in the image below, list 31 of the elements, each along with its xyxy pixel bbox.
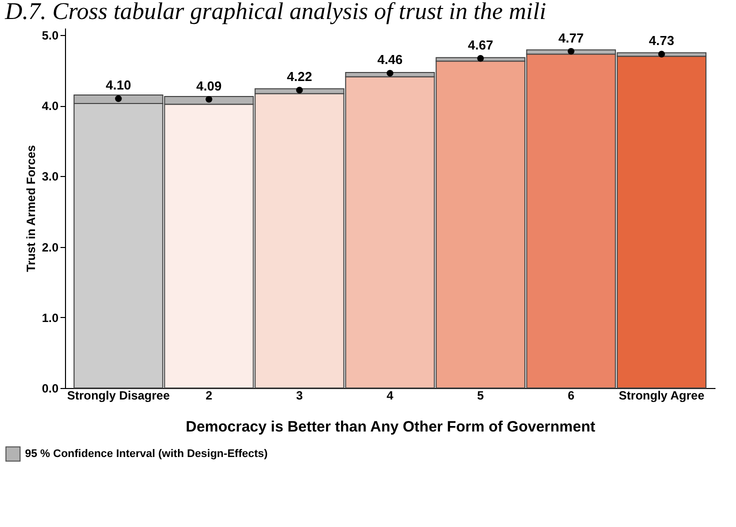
point (658, 50, 665, 58)
x-tick-label: 4 (386, 388, 394, 402)
x-tick-label: 5 (477, 388, 484, 402)
point (568, 48, 574, 55)
point (386, 70, 394, 77)
y-tick-label: 3.0 (42, 170, 59, 184)
y-tick-label: 2.0 (42, 240, 59, 254)
x-tick-label: Strongly Disagree (67, 388, 170, 402)
legend-label: 95 % Confidence Interval (with Design-Effects) (25, 448, 268, 460)
data-label: 4.09 (196, 78, 222, 94)
point (115, 95, 122, 102)
x-tick-label: Strongly Agree (618, 388, 705, 402)
y-axis-title: Trust in Armed Forces (24, 144, 38, 272)
data-label: 4.10 (106, 78, 132, 93)
y-tick-label: 0.0 (42, 382, 59, 396)
y-tick-label: 1.0 (42, 310, 59, 325)
y-tick-label: 4.0 (42, 99, 59, 114)
x-tick-label: 2 (206, 388, 213, 402)
data-label: 4.77 (558, 30, 584, 46)
data-label: 4.46 (377, 52, 403, 68)
x-tick-label: 3 (296, 388, 304, 402)
data-label: 4.67 (468, 37, 494, 52)
point (477, 55, 484, 62)
y-tick-label: 5.0 (42, 28, 59, 43)
data-label: 4.73 (648, 33, 674, 48)
chart-title: D.7. Cross tabular graphical analysis of trust in the mili (4, 0, 546, 25)
x-axis-title: Democracy is Better than Any Other Form of Government (186, 418, 596, 436)
point (296, 86, 303, 94)
point (206, 96, 212, 103)
data-label: 4.22 (286, 69, 312, 84)
x-tick-label: 6 (568, 388, 575, 402)
